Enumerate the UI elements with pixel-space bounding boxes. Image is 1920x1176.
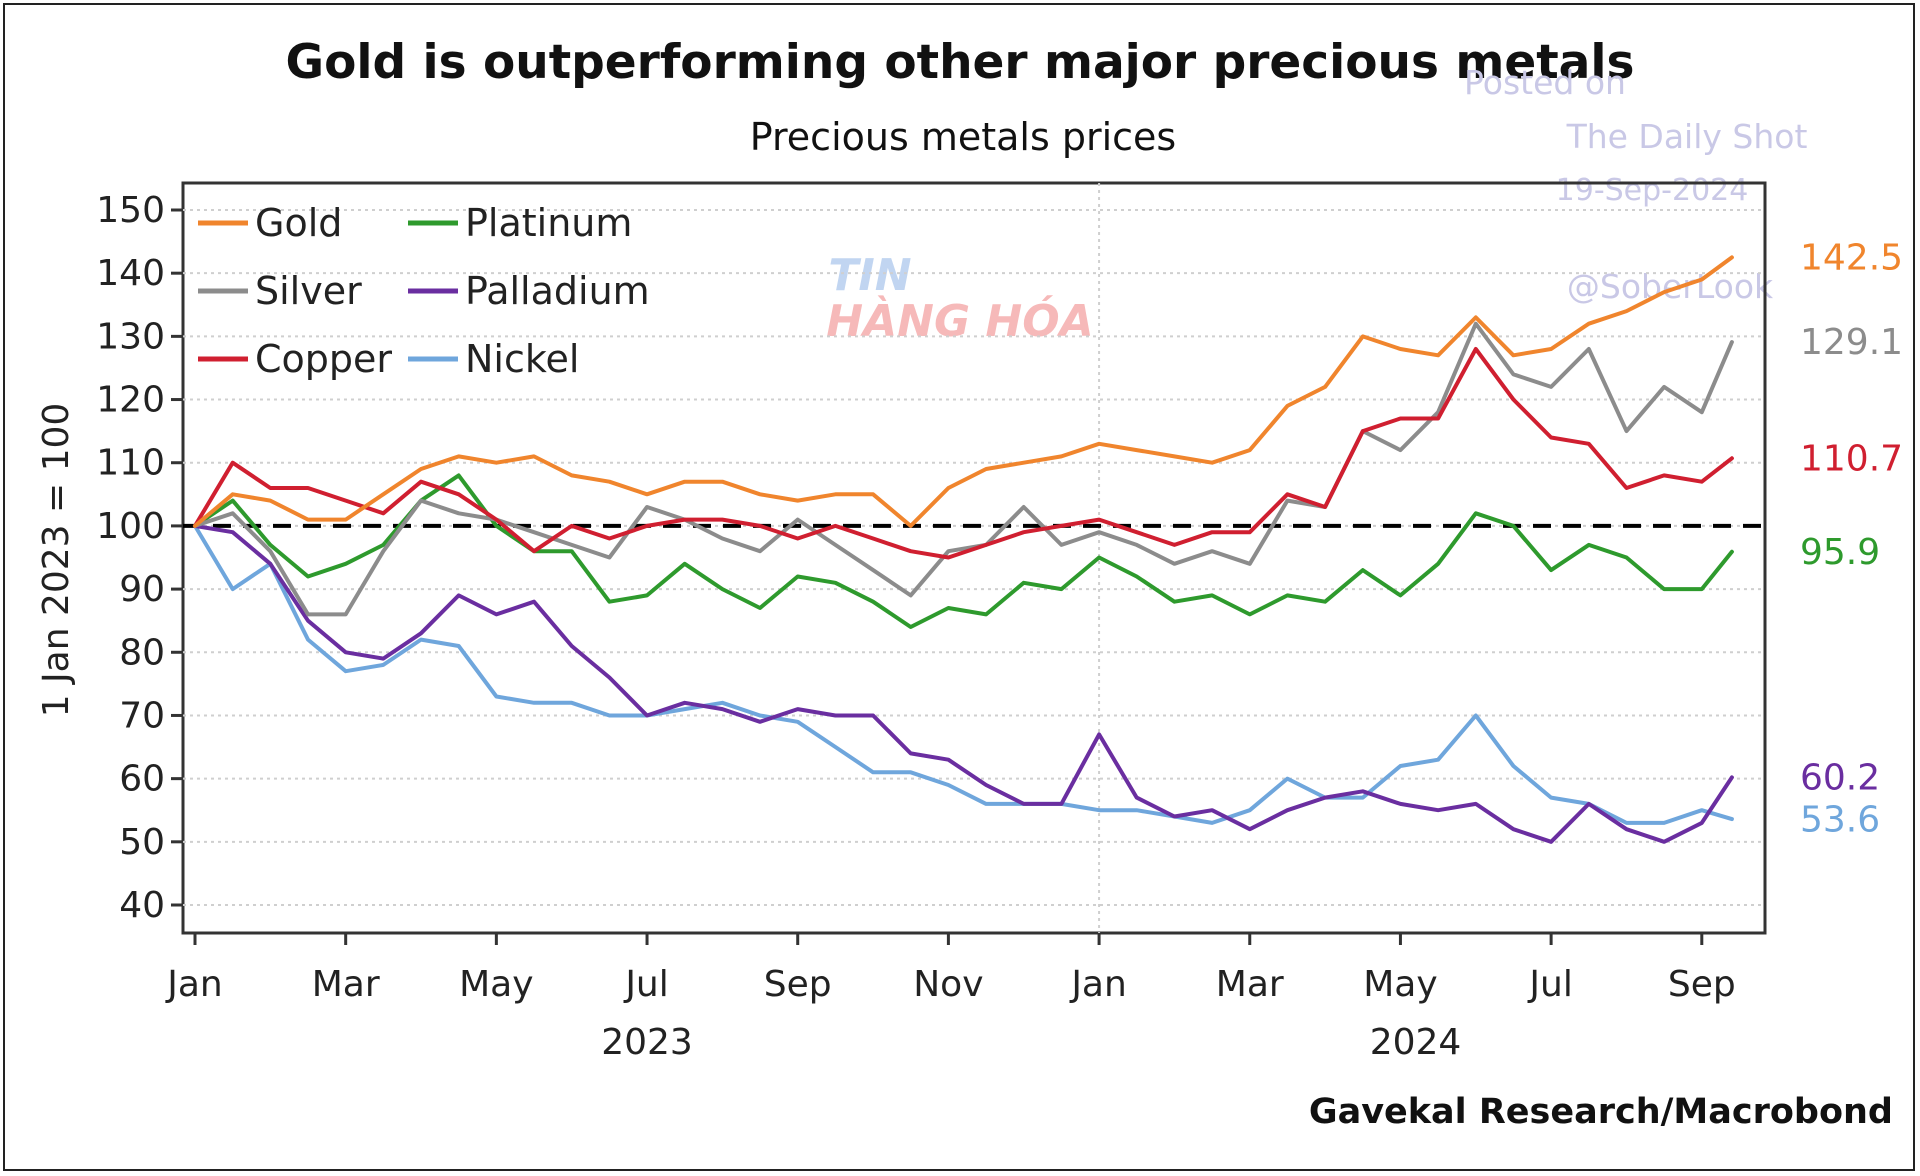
y-tick-label: 50 — [119, 822, 165, 863]
y-tick-label: 120 — [96, 380, 165, 421]
x-tick-label: May — [459, 964, 533, 1005]
plot-area — [181, 181, 1767, 935]
end-label-copper: 110.7 — [1800, 438, 1903, 479]
legend-label-copper: Copper — [255, 337, 392, 381]
x-tick-label: Jul — [623, 964, 668, 1005]
y-tick-label: 60 — [119, 759, 165, 800]
year-label: 2024 — [1370, 1022, 1462, 1063]
x-tick-label: Mar — [312, 964, 380, 1005]
chart-title: Gold is outperforming other major precio… — [286, 35, 1635, 90]
series-lines — [193, 255, 1734, 844]
watermark-publication: The Daily Shot — [1566, 117, 1808, 156]
y-tick-label: 70 — [119, 695, 165, 736]
end-label-palladium: 60.2 — [1800, 757, 1880, 798]
x-tick-label: Jan — [165, 964, 223, 1005]
series-line-nickel — [193, 523, 1734, 825]
legend-label-palladium: Palladium — [465, 269, 650, 313]
legend-label-platinum: Platinum — [465, 201, 632, 245]
y-tick-label: 140 — [96, 253, 165, 294]
series-line-copper — [193, 347, 1734, 560]
x-tick-label: Sep — [1668, 964, 1736, 1005]
y-tick-label: 110 — [96, 443, 165, 484]
logo-bottom-text: HÀNG HÓA — [826, 294, 1093, 347]
end-label-nickel: 53.6 — [1800, 799, 1880, 840]
legend-label-silver: Silver — [255, 269, 362, 313]
end-label-platinum: 95.9 — [1800, 532, 1880, 573]
legend-label-gold: Gold — [255, 201, 342, 245]
x-tick-label: Mar — [1216, 964, 1284, 1005]
series-line-palladium — [193, 523, 1734, 844]
year-label: 2023 — [601, 1022, 693, 1063]
tin-hang-hoa-logo: TIN HÀNG HÓA — [826, 250, 1093, 347]
y-tick-label: 40 — [119, 885, 165, 926]
y-tick-label: 90 — [119, 569, 165, 610]
series-line-gold — [193, 255, 1734, 528]
x-tick-label: May — [1363, 964, 1437, 1005]
logo-top-text: TIN — [828, 250, 911, 301]
x-tick-label: Jul — [1527, 964, 1572, 1005]
end-labels: 142.5 129.1 110.7 95.9 60.253.6 — [1800, 237, 1903, 840]
chart-subtitle: Precious metals prices — [750, 115, 1176, 159]
end-label-silver: 129.1 — [1800, 322, 1903, 363]
y-tick-label: 100 — [96, 506, 165, 547]
y-tick-label: 80 — [119, 632, 165, 673]
y-tick-label: 130 — [96, 316, 165, 357]
y-axis-label: 1 Jan 2023 = 100 — [36, 403, 77, 718]
series-line-platinum — [193, 473, 1734, 629]
watermark-date: 19-Sep-2024 — [1556, 173, 1749, 208]
axes: 40 50 60 70 80 90 100 110 120 130 140 150 Jan Mar May J… — [96, 190, 1735, 1063]
series-line-silver — [193, 321, 1734, 617]
end-label-gold: 142.5 — [1800, 237, 1903, 278]
source-credit: Gavekal Research/Macrobond — [1309, 1092, 1893, 1132]
x-tick-label: Jan — [1069, 964, 1127, 1005]
legend-label-nickel: Nickel — [465, 337, 579, 381]
y-tick-label: 150 — [96, 190, 165, 231]
watermark-posted-on: Posted on — [1464, 63, 1626, 102]
x-tick-label: Nov — [913, 964, 983, 1005]
legend: Gold Platinum Silver Palladium Copper Nickel — [198, 201, 650, 381]
x-tick-label: Sep — [764, 964, 832, 1005]
chart-frame — [3, 3, 1915, 1171]
